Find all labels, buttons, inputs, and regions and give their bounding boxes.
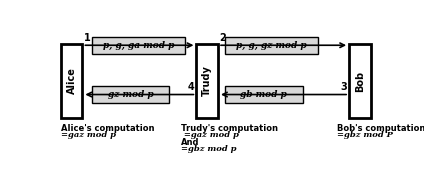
Text: 3: 3 — [341, 82, 348, 92]
Bar — [196, 45, 218, 118]
Text: Alice: Alice — [67, 68, 77, 95]
Bar — [92, 86, 169, 103]
Text: Bob's computation: Bob's computation — [338, 124, 424, 133]
Text: Trudy's computation: Trudy's computation — [181, 124, 278, 133]
Text: And: And — [181, 138, 199, 147]
Bar — [92, 37, 185, 54]
Text: Bob: Bob — [355, 70, 365, 92]
Text: =gbz mod P: =gbz mod P — [338, 131, 393, 139]
Text: p, g, gz mod p: p, g, gz mod p — [236, 41, 307, 50]
Text: p, g, ga mod p: p, g, ga mod p — [103, 41, 174, 50]
Bar — [225, 86, 303, 103]
Text: =gaz mod p: =gaz mod p — [61, 131, 116, 139]
Text: Alice's computation: Alice's computation — [61, 124, 154, 133]
Text: gz mod p: gz mod p — [108, 90, 153, 99]
Text: gb mod p: gb mod p — [240, 90, 287, 99]
Text: =gaz mod p: =gaz mod p — [181, 131, 239, 139]
Text: =gbz mod p: =gbz mod p — [181, 145, 236, 153]
Bar — [349, 45, 371, 118]
Text: 4: 4 — [188, 82, 195, 92]
Text: Trudy: Trudy — [202, 66, 212, 96]
Text: 2: 2 — [220, 33, 226, 43]
Text: 1: 1 — [84, 33, 91, 43]
Bar — [225, 37, 318, 54]
Bar — [61, 45, 82, 118]
